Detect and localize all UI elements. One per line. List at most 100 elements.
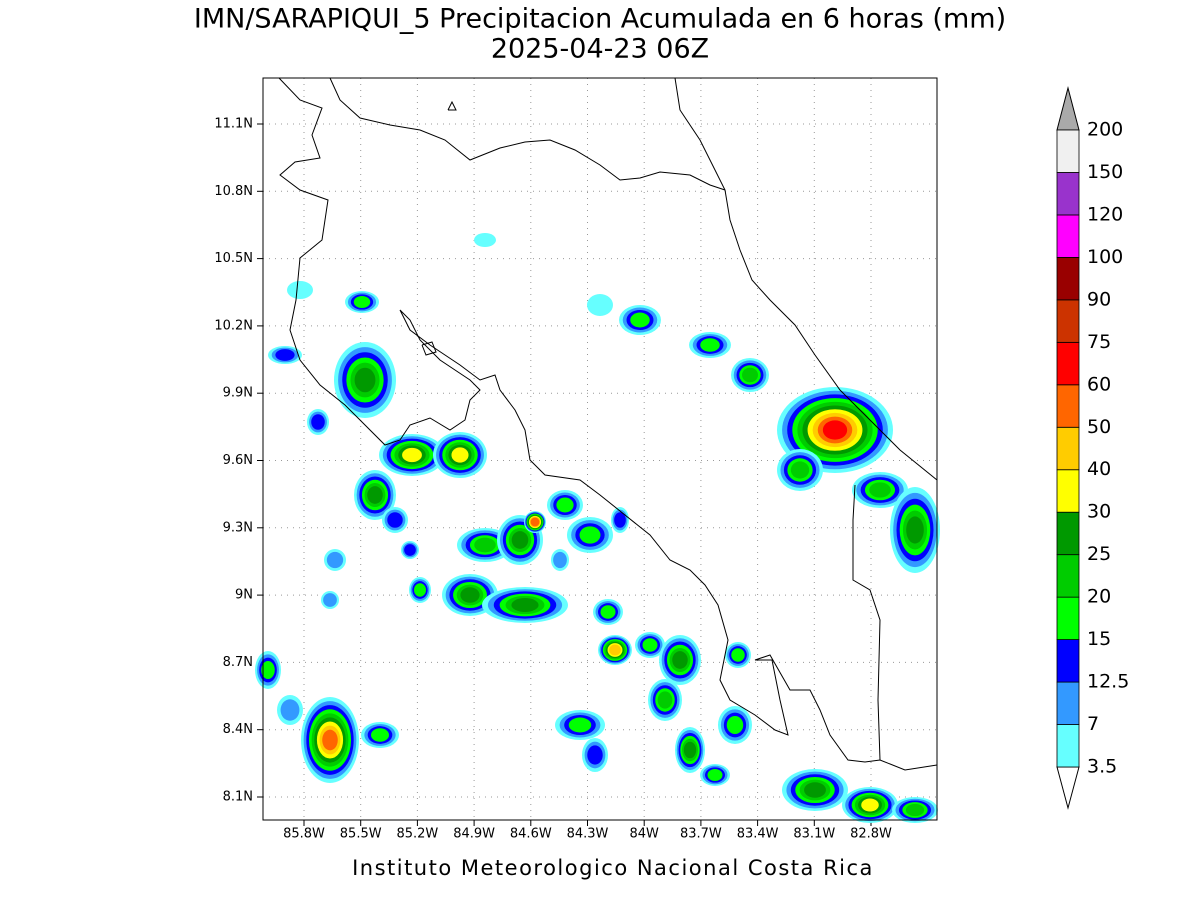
colorbar-segment xyxy=(1056,511,1080,556)
colorbar-segment xyxy=(1056,214,1080,258)
coastlines xyxy=(278,77,938,771)
precip-contour xyxy=(683,741,697,759)
colorbar-label: 7 xyxy=(1087,713,1099,735)
precip-contour xyxy=(530,517,540,527)
colorbar-label: 150 xyxy=(1087,161,1123,183)
precip-contour xyxy=(731,648,745,662)
colorbar-segment xyxy=(1056,469,1080,513)
lat-tick-label: 9N xyxy=(235,588,253,603)
title: IMN/SARAPIQUI_5 Precipitacion Acumulada … xyxy=(194,4,1006,35)
lat-tick-label: 8.4N xyxy=(223,722,253,737)
precip-contour xyxy=(354,367,376,393)
lat-tick-label: 11.1N xyxy=(214,117,253,132)
precip-contour xyxy=(790,461,810,479)
lon-tick-label: 84.6W xyxy=(510,827,552,842)
precip-contour xyxy=(707,769,723,781)
colorbar-under xyxy=(1056,766,1080,810)
lat-tick-label: 10.2N xyxy=(214,318,253,333)
colorbar-segment xyxy=(1056,724,1080,768)
precip-contour xyxy=(367,486,383,504)
colorbar-segment xyxy=(1056,256,1080,301)
precip-contour xyxy=(287,281,313,299)
precip-contour xyxy=(614,512,626,528)
panama-border xyxy=(852,484,881,761)
lat-tick-label: 8.1N xyxy=(223,790,253,805)
lat-tick-label: 9.6N xyxy=(223,453,253,468)
lake-islet xyxy=(447,100,457,111)
precip-contour xyxy=(642,638,658,652)
lon-tick-label: 85.5W xyxy=(340,827,382,842)
colorbar-label: 30 xyxy=(1087,501,1111,523)
colorbar-label: 90 xyxy=(1087,288,1111,310)
lat-tick-label: 9.3N xyxy=(223,520,253,535)
precip-contour xyxy=(609,644,621,656)
precip-contour xyxy=(869,482,891,498)
precip-contour xyxy=(700,338,720,352)
lon-tick-label: 84W xyxy=(629,827,659,842)
colorbar-segment xyxy=(1056,681,1080,725)
lat-tick-label: 10.5N xyxy=(214,251,253,266)
precip-contour xyxy=(280,699,300,721)
colorbar-label: 3.5 xyxy=(1087,756,1117,778)
precip-contour xyxy=(905,803,925,817)
precip-contour xyxy=(579,526,601,544)
precip-contour xyxy=(275,349,295,361)
precip-contour xyxy=(861,798,879,812)
lon-tick-label: 83.4W xyxy=(737,827,779,842)
precip-contour xyxy=(511,531,529,549)
nicaragua-border xyxy=(329,77,726,191)
map-frame xyxy=(262,77,938,821)
lat-tick-label: 9.9N xyxy=(223,386,253,401)
lon-tick-label: 84.9W xyxy=(453,827,495,842)
colorbar-segment xyxy=(1056,299,1080,343)
precip-contour xyxy=(402,447,422,463)
colorbar-label: 15 xyxy=(1087,628,1111,650)
precip-contour xyxy=(906,516,924,544)
precip-contour xyxy=(387,512,403,528)
lat-tick-label: 8.7N xyxy=(223,655,253,670)
colorbar-label: 100 xyxy=(1087,246,1123,268)
precip-contour xyxy=(261,661,275,679)
colorbar-label: 200 xyxy=(1087,119,1123,141)
precip-contour xyxy=(726,716,744,734)
lon-tick-label: 85.2W xyxy=(396,827,438,842)
map: 11.1N 10.8N 10.5N 10.2N 9.9N 9.6N 9.3N 9N 8.7N 8.… xyxy=(214,77,940,842)
precip-contour xyxy=(451,447,469,463)
precip-contour xyxy=(353,296,371,308)
precip-contour xyxy=(323,593,337,607)
colorbar-label: 120 xyxy=(1087,203,1123,225)
colorbar-segment xyxy=(1056,554,1080,598)
precip-field xyxy=(255,233,940,823)
precip-contour xyxy=(414,583,426,597)
colorbar-label: 50 xyxy=(1087,416,1111,438)
caribbean-coast xyxy=(674,77,938,481)
colorbar-segment xyxy=(1056,129,1080,173)
precip-contour xyxy=(311,414,325,430)
nicoya-island xyxy=(421,341,437,356)
precip-contour xyxy=(322,729,338,751)
lon-tick-label: 85.8W xyxy=(283,827,325,842)
precip-contour xyxy=(460,587,480,603)
colorbar-segment xyxy=(1056,384,1080,428)
precip-contour xyxy=(474,233,496,247)
precip-contour xyxy=(553,551,567,569)
colorbar-segment xyxy=(1056,426,1080,471)
colorbar-label: 75 xyxy=(1087,331,1111,353)
colorbar-segment xyxy=(1056,172,1080,216)
precip-contour xyxy=(630,312,650,328)
precip-contour xyxy=(474,537,496,553)
lon-tick-label: 84.3W xyxy=(567,827,609,842)
colorbar-segment xyxy=(1056,596,1080,641)
colorbar-over xyxy=(1056,86,1080,131)
precip-contour xyxy=(371,728,389,742)
subtitle: 2025-04-23 06Z xyxy=(491,34,709,65)
precip-contour xyxy=(822,420,848,440)
lon-tick-label: 83.1W xyxy=(793,827,835,842)
precip-contour xyxy=(568,717,592,733)
precip-contour xyxy=(511,598,539,612)
precip-contour xyxy=(742,367,758,383)
footer: Instituto Meteorologico Nacional Costa R… xyxy=(352,856,874,880)
precip-contour xyxy=(587,745,603,765)
precip-contour xyxy=(600,605,616,619)
